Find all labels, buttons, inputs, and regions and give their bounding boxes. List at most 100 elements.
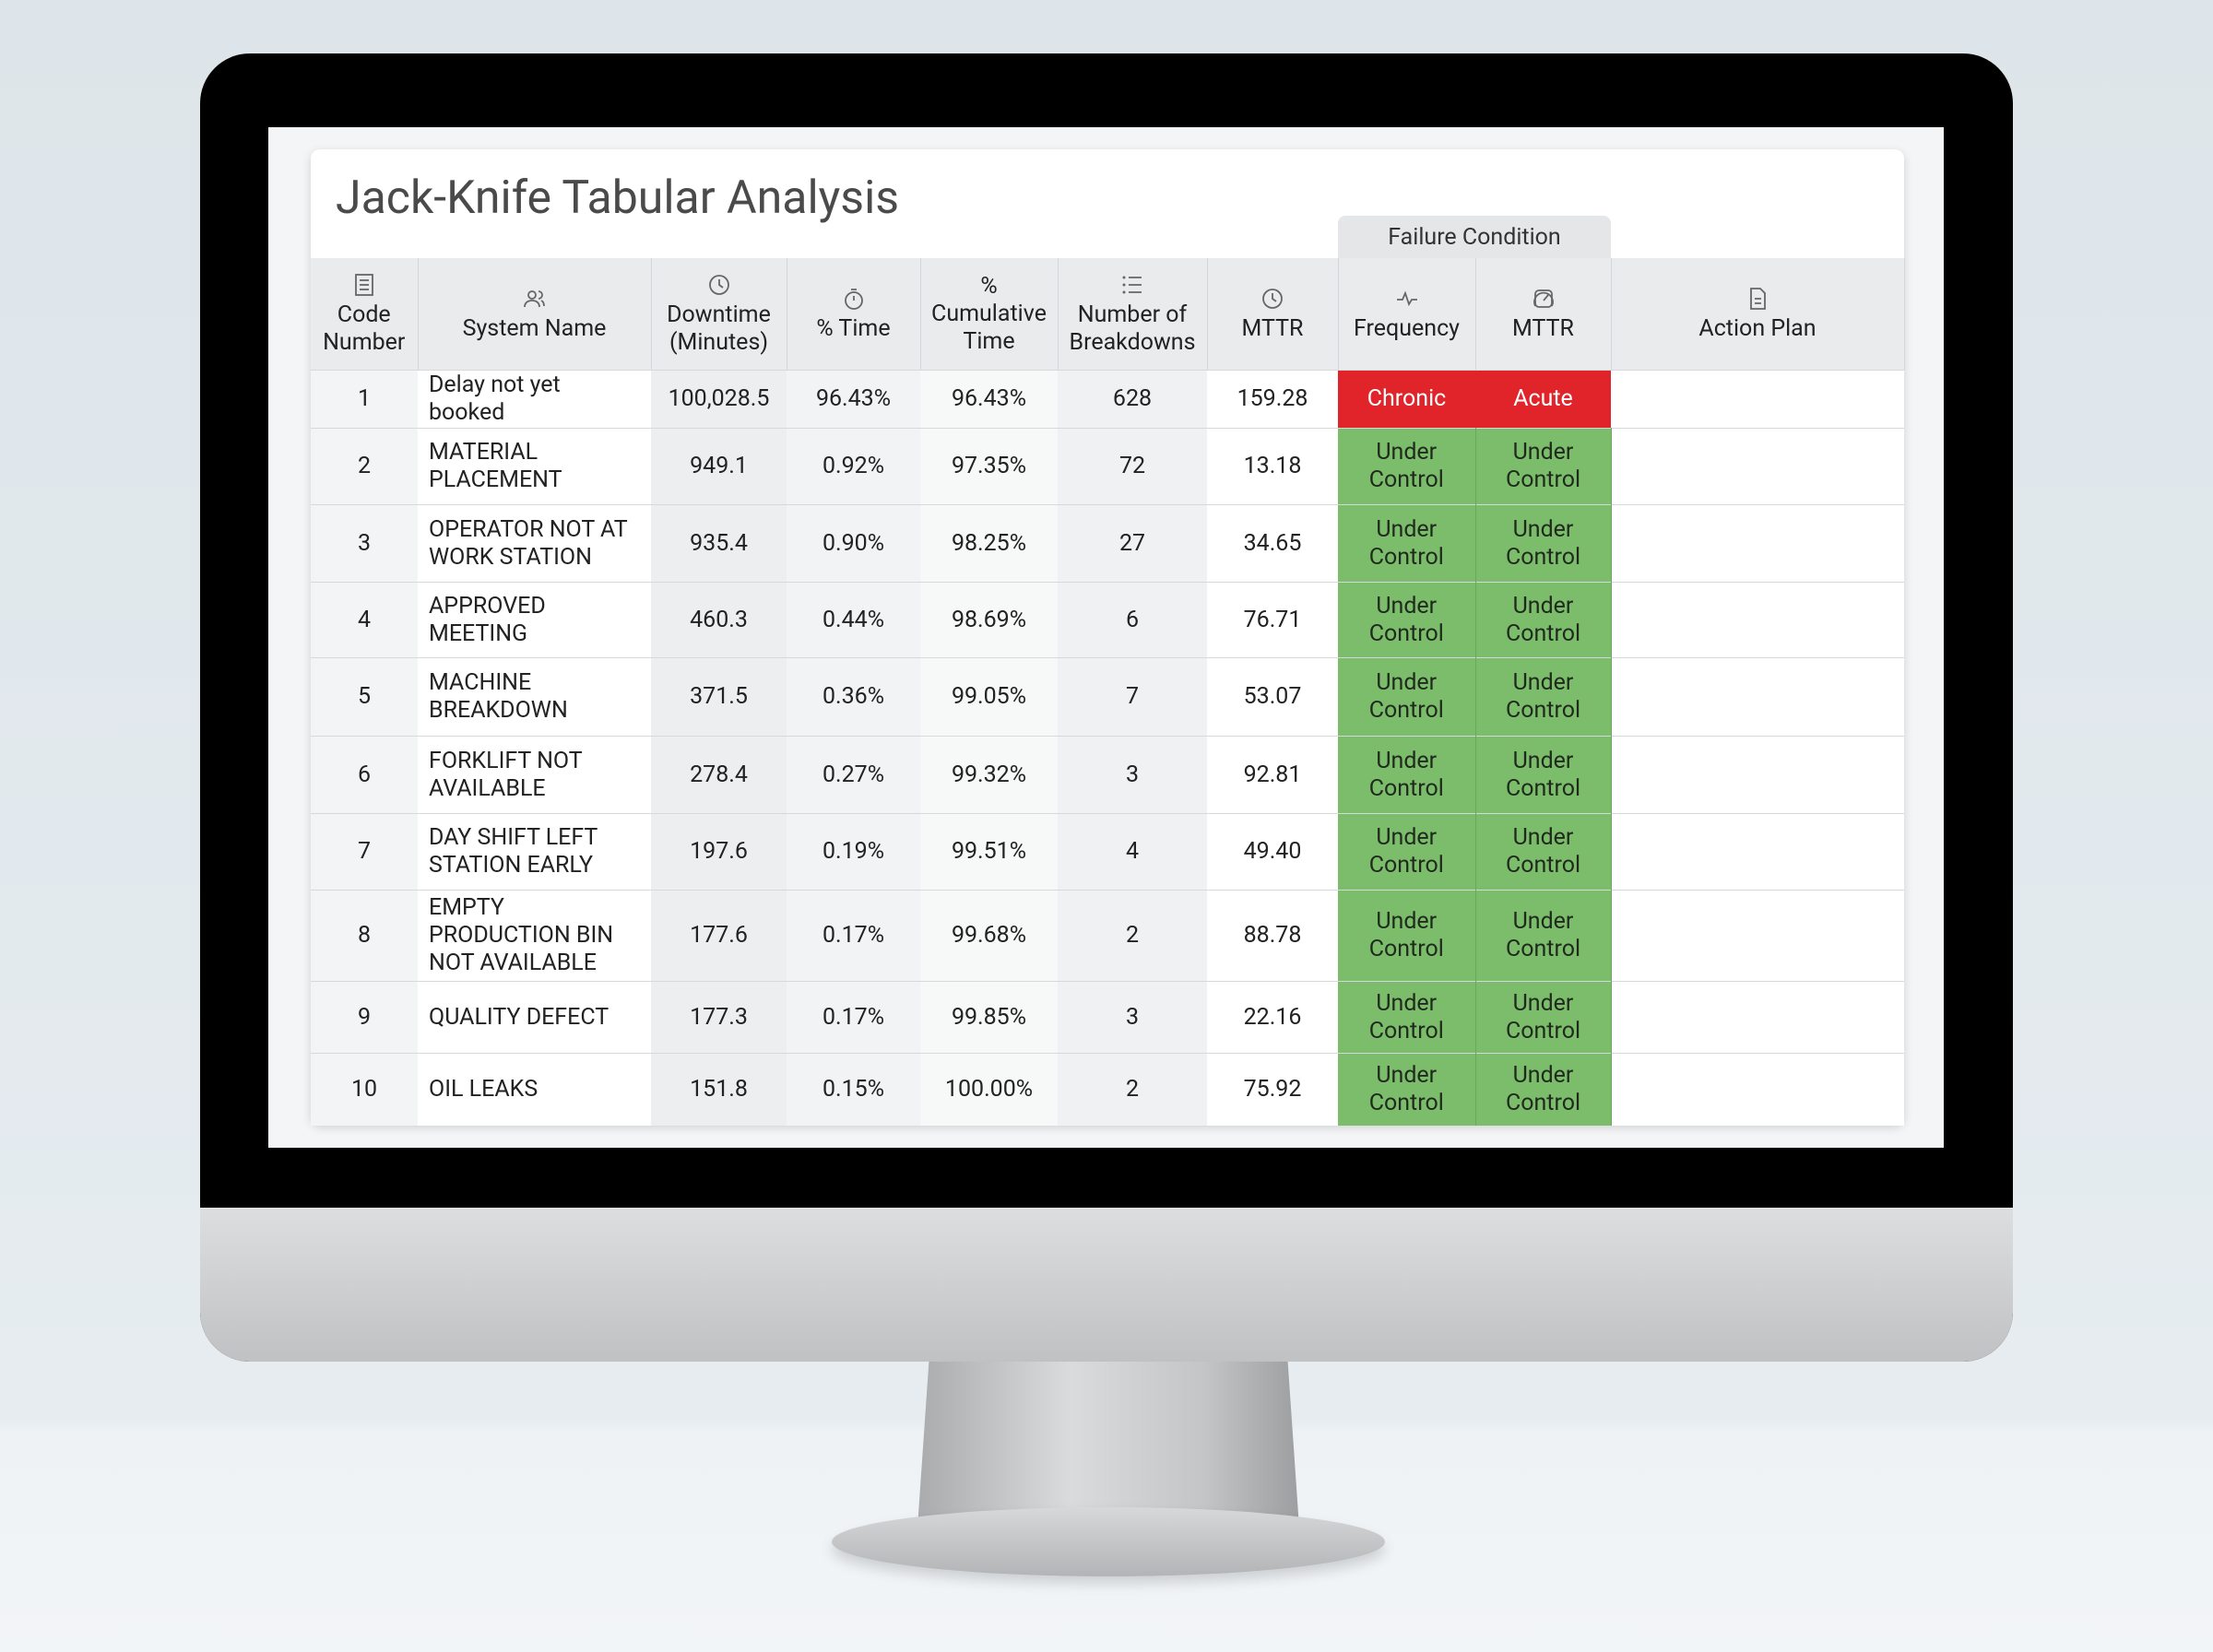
status-cell: Under Control: [1475, 657, 1612, 737]
table-cell: 197.6: [651, 813, 787, 891]
header-icon: [354, 273, 373, 296]
group-header: Failure Condition: [1338, 216, 1611, 258]
action-plan-cell: [1611, 736, 1904, 814]
header-label: Action Plan: [1698, 314, 1817, 342]
table-cell: 7: [1058, 657, 1207, 737]
monitor-chin: [200, 1208, 2013, 1362]
header-icon: [1122, 276, 1142, 293]
table-cell: OIL LEAKS: [418, 1053, 651, 1126]
header-label: % Time: [816, 314, 891, 342]
column-header: Frequency: [1338, 258, 1476, 371]
table-cell: 151.8: [651, 1053, 787, 1126]
header-label: MTTR: [1241, 314, 1304, 342]
action-plan-cell: [1611, 657, 1904, 737]
table-cell: 76.71: [1207, 582, 1338, 658]
column-header: MTTR: [1207, 258, 1339, 371]
table-cell: MATERIAL PLACEMENT: [418, 428, 651, 505]
header-icon: [523, 289, 545, 307]
status-cell: Under Control: [1338, 981, 1476, 1054]
header-row: Code Number System Name Downtime (Minutes)…: [311, 258, 1905, 371]
table-cell: 2: [1058, 1053, 1207, 1126]
header-label: Downtime (Minutes): [667, 301, 771, 356]
page-title: Jack-Knife Tabular Analysis: [336, 171, 900, 225]
table-cell: 98.69%: [920, 582, 1058, 658]
table-cell: 34.65: [1207, 504, 1338, 583]
table-row: 7 DAY SHIFT LEFT STATION EARLY 197.6 0.19% 9…: [311, 813, 1904, 891]
table-cell: 49.40: [1207, 813, 1338, 891]
column-header: Number of Breakdowns: [1058, 258, 1208, 371]
status-cell: Chronic: [1338, 370, 1475, 429]
table-cell: 3: [1058, 981, 1207, 1054]
header-icon: [1396, 289, 1417, 306]
table-cell: 92.81: [1207, 736, 1338, 814]
table-body: 1 Delay not yet booked 100,028.5 96.43% 96.4…: [311, 370, 1904, 1126]
status-cell: Under Control: [1475, 504, 1612, 583]
column-header: Action Plan: [1611, 258, 1905, 371]
table-cell: 0.17%: [787, 890, 920, 982]
header-label: Code Number: [323, 301, 406, 356]
header-label: Frequency: [1354, 314, 1460, 342]
table-cell: 99.68%: [920, 890, 1058, 982]
status-cell: Under Control: [1338, 736, 1476, 814]
table-cell: 75.92: [1207, 1053, 1338, 1126]
column-header: System Name: [418, 258, 652, 371]
column-header: MTTR: [1475, 258, 1612, 371]
status-cell: Under Control: [1338, 582, 1476, 658]
monitor-base: [832, 1507, 1385, 1576]
table-cell: 27: [1058, 504, 1207, 583]
header-icon: [1533, 289, 1554, 308]
header-icon: [844, 288, 863, 310]
table-cell: APPROVED MEETING: [418, 582, 651, 658]
table-cell: QUALITY DEFECT: [418, 981, 651, 1054]
table-cell: 53.07: [1207, 657, 1338, 737]
action-plan-cell: [1611, 981, 1904, 1054]
status-cell: Under Control: [1475, 582, 1612, 658]
status-cell: Under Control: [1338, 657, 1476, 737]
table-cell: 6: [311, 736, 418, 814]
table-row: 10 OIL LEAKS 151.8 0.15% 100.00% 2 75.92 Under …: [311, 1053, 1904, 1126]
status-cell: Under Control: [1475, 981, 1612, 1054]
table-cell: 371.5: [651, 657, 787, 737]
table-cell: 0.15%: [787, 1053, 920, 1126]
table-cell: 88.78: [1207, 890, 1338, 982]
table-cell: 10: [311, 1053, 418, 1126]
status-cell: Under Control: [1338, 428, 1476, 505]
table-cell: 2: [1058, 890, 1207, 982]
table-cell: Delay not yet booked: [418, 370, 651, 429]
table-cell: 22.16: [1207, 981, 1338, 1054]
column-header: % Cumulative Time: [920, 258, 1059, 371]
table-cell: 935.4: [651, 504, 787, 583]
table-cell: 9: [311, 981, 418, 1054]
table-cell: OPERATOR NOT AT WORK STATION: [418, 504, 651, 583]
table-cell: 0.90%: [787, 504, 920, 583]
table-cell: 96.43%: [787, 370, 920, 429]
table-cell: 159.28: [1207, 370, 1338, 429]
table-cell: 99.05%: [920, 657, 1058, 737]
status-cell: Under Control: [1338, 890, 1476, 982]
table-cell: 4: [311, 582, 418, 658]
table-cell: 177.3: [651, 981, 787, 1054]
table-row: 2 MATERIAL PLACEMENT 949.1 0.92% 97.35% 72 13.…: [311, 428, 1904, 505]
table-cell: 278.4: [651, 736, 787, 814]
action-plan-cell: [1611, 504, 1904, 583]
action-plan-cell: [1611, 582, 1904, 658]
status-cell: Under Control: [1475, 813, 1612, 891]
status-cell: Under Control: [1338, 504, 1476, 583]
table-cell: 6: [1058, 582, 1207, 658]
table-cell: 97.35%: [920, 428, 1058, 505]
table-cell: MACHINE BREAKDOWN: [418, 657, 651, 737]
table-row: 3 OPERATOR NOT AT WORK STATION 935.4 0.90% 9…: [311, 504, 1904, 583]
monitor-stand: [917, 1362, 1299, 1528]
table-row: 6 FORKLIFT NOT AVAILABLE 278.4 0.27% 99.32% 3…: [311, 736, 1904, 814]
table-cell: 4: [1058, 813, 1207, 891]
table-cell: 5: [311, 657, 418, 737]
status-cell: Under Control: [1475, 1053, 1612, 1126]
status-cell: Under Control: [1338, 1053, 1476, 1126]
action-plan-cell: [1611, 370, 1904, 429]
header-icon: [708, 274, 729, 295]
table-cell: 13.18: [1207, 428, 1338, 505]
header-icon: [1262, 288, 1283, 309]
table-row: 9 QUALITY DEFECT 177.3 0.17% 99.85% 3 22.16 Und…: [311, 981, 1904, 1054]
status-cell: Acute: [1475, 370, 1611, 429]
column-header: % Time: [787, 258, 921, 371]
